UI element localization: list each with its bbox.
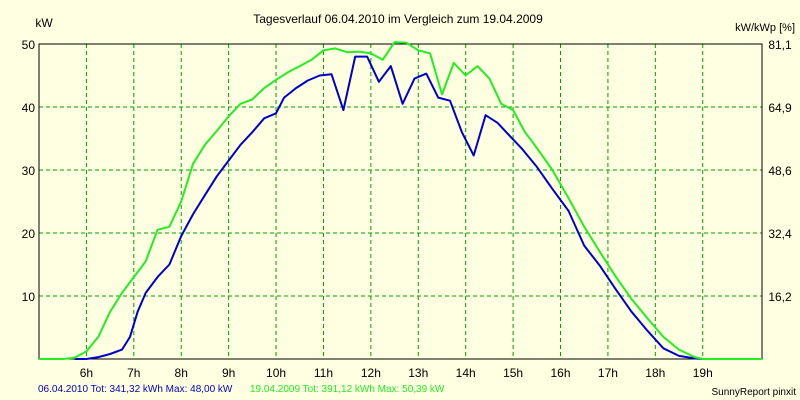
x-tick-label-13h: 13h xyxy=(408,366,428,380)
x-tick-label-9h: 9h xyxy=(222,366,235,380)
footer-credit: SunnyReport pinxit xyxy=(712,387,797,398)
x-tick-label-17h: 17h xyxy=(598,366,618,380)
y-right-tick-label-20: 32,4 xyxy=(768,227,792,241)
y-left-tick-label-30: 30 xyxy=(22,164,36,178)
y-left-tick-label-40: 40 xyxy=(22,101,36,115)
series-line-19.04.2009 xyxy=(39,41,762,360)
y-right-tick-label-50: 81,1 xyxy=(768,38,792,52)
x-tick-label-8h: 8h xyxy=(175,366,188,380)
series-lines xyxy=(39,41,762,360)
x-tick-label-16h: 16h xyxy=(550,366,570,380)
tick-labels: 6h 7h 8h 9h 10h 11h 12h 13h 14h 15h 16h 17h 18h 19h 10… xyxy=(22,38,792,380)
x-tick-label-12h: 12h xyxy=(361,366,381,380)
y-left-tick-label-20: 20 xyxy=(22,227,36,241)
y-right-tick-label-40: 64,9 xyxy=(768,101,792,115)
y-left-tick-label-10: 10 xyxy=(22,290,36,304)
right-axis-unit: kW/kWp [%] xyxy=(735,22,795,34)
series-line-06.04.2010 xyxy=(74,55,703,360)
plot-frame xyxy=(38,43,763,360)
x-tick-label-18h: 18h xyxy=(645,366,665,380)
grid-lines xyxy=(39,43,762,359)
x-tick-label-14h: 14h xyxy=(456,366,476,380)
x-tick-label-10h: 10h xyxy=(266,366,286,380)
y-right-tick-label-30: 48,6 xyxy=(768,164,792,178)
y-left-tick-label-50: 50 xyxy=(22,38,36,52)
x-tick-label-11h: 11h xyxy=(314,366,333,380)
legend-2009: 19.04.2009 Tot: 391,12 kWh Max: 50,39 kW xyxy=(250,384,445,395)
legend-2010: 06.04.2010 Tot: 341,32 kWh Max: 48,00 kW xyxy=(38,384,233,395)
x-tick-label-15h: 15h xyxy=(503,366,523,380)
x-tick-label-6h: 6h xyxy=(80,366,93,380)
x-tick-label-7h: 7h xyxy=(127,366,140,380)
x-tick-label-19h: 19h xyxy=(693,366,713,380)
plot-border xyxy=(38,43,763,360)
chart-title: Tagesverlauf 06.04.2010 im Vergleich zum… xyxy=(253,12,543,26)
y-right-tick-label-10: 16,2 xyxy=(768,290,792,304)
left-axis-unit: kW xyxy=(35,16,53,30)
plot-area xyxy=(39,44,762,359)
